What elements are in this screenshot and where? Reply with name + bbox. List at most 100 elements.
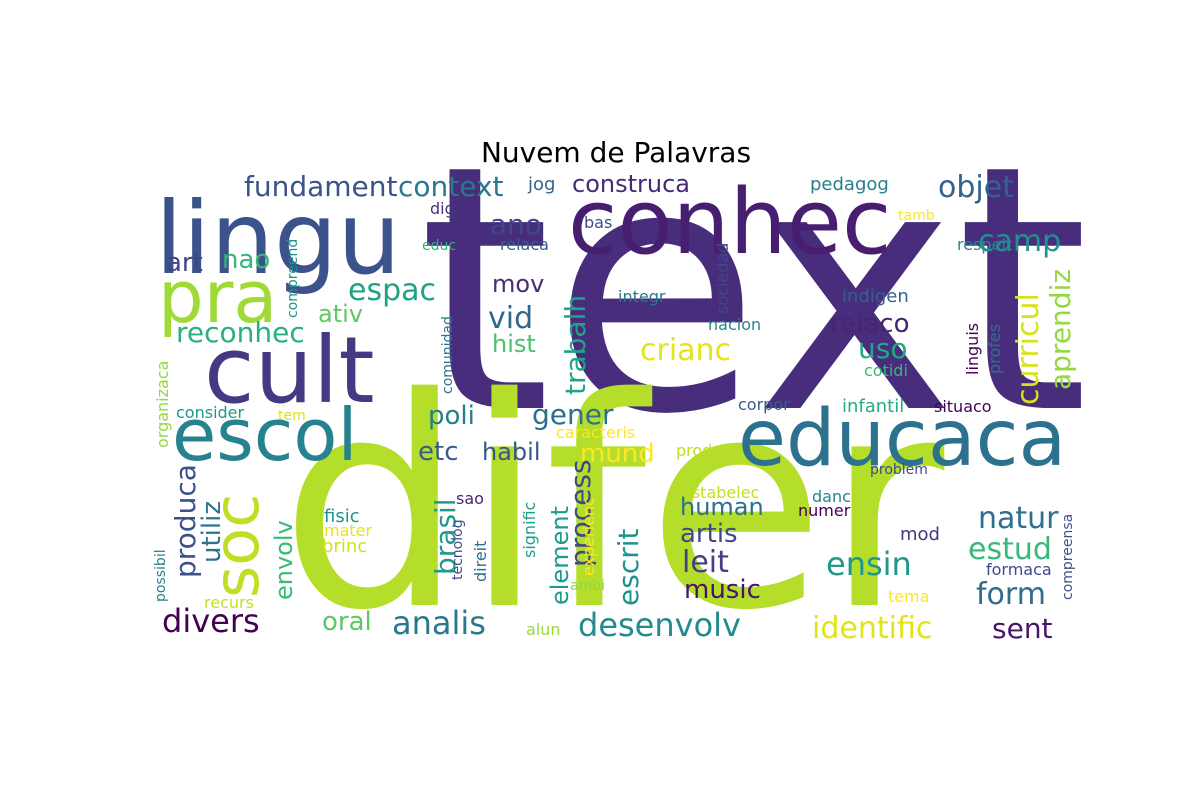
word-ensin: ensin — [826, 545, 912, 583]
word-direit: direit — [471, 541, 490, 582]
word-brasil: brasil — [429, 498, 462, 575]
word-conhec: conhec — [568, 170, 891, 275]
word-camp: camp — [978, 224, 1061, 259]
word-escrit: escrit — [612, 529, 645, 607]
word-sao: sao — [456, 489, 484, 508]
word-consider: consider — [176, 403, 245, 422]
word-integr: integr — [618, 287, 666, 306]
word-formaca: formaca — [986, 560, 1052, 579]
word-compreend: compreend — [285, 239, 301, 318]
word-cult: cult — [204, 317, 375, 424]
word-element: element — [546, 506, 574, 605]
word-experienc: experienc — [579, 497, 598, 576]
word-context: context — [398, 170, 504, 203]
word-form: form — [976, 577, 1046, 612]
word-identific: identific — [812, 611, 932, 646]
word-gener: gener — [532, 398, 614, 431]
word-corpor: corpor — [738, 395, 790, 414]
word-tamb: tamb — [898, 208, 935, 224]
word-oral: oral — [322, 607, 372, 637]
word-espac: espac — [348, 273, 436, 308]
word-objet: objet — [938, 170, 1014, 205]
word-mod: mod — [900, 524, 940, 545]
word-relaco: relaco — [830, 309, 909, 339]
word-comunidad: comunidad — [440, 316, 456, 394]
word-recurs: recurs — [204, 593, 254, 612]
word-digit: digit — [430, 199, 465, 218]
word-fisic: fisic — [324, 506, 360, 527]
word-danc: danc — [812, 487, 851, 506]
word-leit: leit — [682, 545, 729, 580]
word-respeit: respeit — [957, 235, 1012, 254]
word-relaca: relaca — [500, 235, 549, 254]
word-pedagog: pedagog — [810, 174, 889, 195]
word-jog: jog — [527, 174, 555, 195]
word-possibil: possibil — [153, 549, 169, 602]
word-envolv: envolv — [270, 520, 298, 600]
word-uso: uso — [858, 332, 907, 365]
word-crianc: crianc — [640, 333, 731, 368]
word-alun: alun — [526, 620, 561, 639]
word-profes: profes — [985, 324, 1004, 374]
word-etc: etc — [418, 437, 459, 467]
word-brinc: brinc — [322, 536, 367, 557]
word-sociedad: sociedad — [713, 243, 732, 314]
word-hist: hist — [492, 330, 536, 358]
word-utiliz: utiliz — [197, 501, 227, 563]
word-process: process — [564, 459, 597, 567]
word-escol: escol — [172, 393, 357, 477]
word-bas: bas — [584, 213, 612, 232]
word-analis: analis — [392, 604, 486, 642]
word-natur: natur — [978, 501, 1059, 536]
word-produca: produca — [169, 464, 202, 578]
word-aprendiz: aprendiz — [1044, 269, 1077, 390]
word-poli: poli — [428, 401, 475, 431]
word-estud: estud — [968, 532, 1052, 567]
word-caracteris: caracteris — [556, 423, 635, 442]
word-ativ: ativ — [318, 300, 363, 328]
word-problem: problem — [870, 462, 928, 478]
word-mund: mund — [580, 439, 655, 469]
word-art: art — [166, 248, 203, 278]
word-divers: divers — [162, 602, 260, 640]
word-soc: soc — [200, 494, 273, 598]
word-artis: artis — [680, 519, 738, 549]
word-situaco: situaco — [934, 397, 992, 416]
word-fundament: fundament — [244, 170, 398, 203]
word-organizaca: organizaca — [153, 361, 172, 448]
word-curricul: curricul — [1011, 293, 1046, 405]
word-numer: numer — [798, 501, 851, 520]
word-sent: sent — [992, 612, 1053, 645]
word-lingu: lingu — [155, 180, 401, 297]
word-nao: nao — [222, 245, 270, 275]
word-produz: produz — [676, 441, 731, 460]
word-reconhec: reconhec — [176, 316, 305, 349]
word-construca: construca — [572, 170, 690, 198]
word-tema: tema — [888, 587, 930, 606]
word-tecnolog: tecnolog — [450, 519, 466, 580]
word-mov: mov — [492, 270, 544, 298]
word-mater: mater — [324, 521, 373, 540]
word-estabelec: estabelec — [682, 483, 759, 502]
word-infantil: infantil — [842, 396, 904, 417]
word-tem: tem — [278, 408, 306, 424]
word-text: text — [418, 93, 1089, 489]
word-educaca: educaca — [738, 394, 1066, 484]
word-nacion: nacion — [708, 315, 761, 334]
word-signific: signific — [520, 502, 539, 558]
word-difer: difer — [280, 337, 948, 674]
word-desenvolv: desenvolv — [578, 606, 741, 644]
word-music: music — [684, 575, 761, 605]
word-vid: vid — [488, 301, 533, 336]
word-habil: habil — [482, 438, 541, 466]
word-ambi: ambi — [570, 578, 605, 594]
word-indigen: indigen — [842, 286, 909, 307]
chart-title: Nuvem de Palavras — [480, 136, 752, 169]
word-pra: pra — [158, 255, 277, 339]
word-trabalh: trabalh — [559, 295, 592, 395]
word-ano: ano — [490, 208, 542, 241]
word-human: human — [680, 493, 764, 521]
word-linguis: linguis — [963, 323, 982, 375]
word-cotidi: cotidi — [864, 361, 908, 380]
